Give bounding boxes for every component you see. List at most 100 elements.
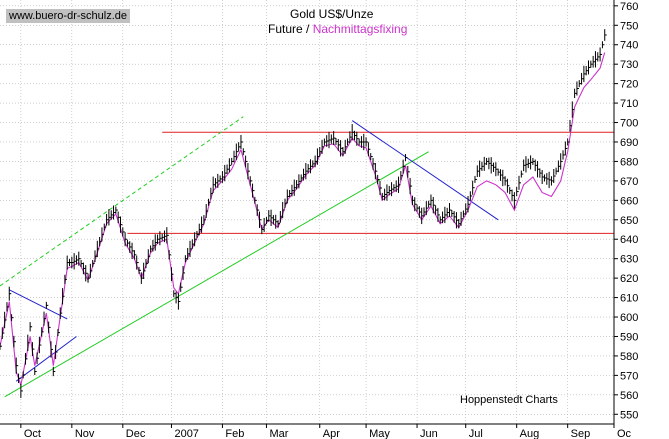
- watermark-url: www.buero-dr-schulz.de: [6, 9, 130, 23]
- ohlc-bar: [588, 60, 591, 75]
- ohlc-bar: [43, 311, 47, 326]
- y-axis-tick-labels: 550 560 570 580 590 600 610 620 630 640 650 660 670 6…: [620, 1, 638, 421]
- y-tick-label: 650: [620, 215, 638, 227]
- ohlc-bar: [136, 255, 139, 270]
- ohlc-bar: [442, 211, 445, 224]
- ohlc-bar: [571, 101, 575, 118]
- ohlc-bar: [360, 136, 364, 148]
- ohlc-bar: [458, 219, 461, 229]
- y-tick-label: 630: [620, 254, 638, 266]
- ohlc-bar: [569, 119, 572, 132]
- ohlc-bar: [92, 260, 95, 268]
- ohlc-bar: [391, 182, 394, 197]
- ohlc-bar: [198, 223, 202, 236]
- ohlc-bar: [451, 209, 454, 217]
- ohlc-bar: [300, 174, 304, 182]
- ohlc-bar: [453, 211, 457, 223]
- ohlc-bar: [516, 186, 519, 197]
- ohlc-bar: [560, 153, 563, 170]
- ohlc-bar: [108, 209, 111, 226]
- ohlc-bar: [541, 169, 545, 184]
- ohlc-bar: [472, 180, 475, 195]
- ohlc-bar: [180, 282, 183, 292]
- ohlc-bar: [423, 207, 427, 217]
- ohlc-bar: [363, 133, 366, 151]
- subtitle-fixing: Nachmittagsfixing: [312, 22, 408, 36]
- fixing-series: [0, 52, 606, 388]
- ohlc-bar: [581, 72, 584, 85]
- ohlc-bar: [599, 47, 603, 62]
- ohlc-bar: [374, 162, 378, 180]
- ohlc-bar: [319, 147, 322, 157]
- ohlc-bar: [527, 158, 531, 169]
- ohlc-bar: [342, 147, 345, 157]
- ohlc-bar: [312, 160, 315, 168]
- ohlc-bar: [115, 206, 118, 214]
- ohlc-bar: [161, 233, 165, 241]
- ohlc-bar: [444, 206, 447, 224]
- ohlc-bar: [182, 265, 186, 280]
- y-tick-label: 560: [620, 390, 638, 402]
- ohlc-bar: [409, 177, 413, 195]
- ohlc-bar: [101, 227, 104, 242]
- ohlc-bar: [20, 383, 23, 398]
- ohlc-bar: [548, 171, 552, 189]
- ohlc-bar: [6, 302, 9, 312]
- ohlc-bar: [27, 334, 30, 351]
- y-tick-label: 590: [620, 331, 638, 343]
- y-tick-label: 580: [620, 351, 638, 363]
- ohlc-bar: [187, 247, 190, 260]
- ohlc-bar: [143, 262, 146, 280]
- trend-line-downtrend: [351, 120, 499, 221]
- ohlc-bar: [191, 239, 195, 249]
- ohlc-bar: [170, 267, 174, 282]
- ohlc-bar: [110, 210, 114, 220]
- ohlc-bar: [15, 357, 19, 374]
- ohlc-bar: [421, 207, 424, 225]
- ohlc-bar: [279, 211, 283, 223]
- ohlc-bar: [259, 211, 262, 228]
- ohlc-bar: [175, 291, 179, 304]
- subtitle-future: Future /: [268, 22, 310, 36]
- ohlc-bar: [377, 174, 380, 185]
- trend-line-uptrend: [15, 336, 77, 382]
- ohlc-bar: [335, 137, 338, 145]
- ohlc-bar: [316, 148, 320, 165]
- ohlc-bar: [530, 155, 533, 170]
- y-tick-label: 660: [620, 195, 638, 207]
- ohlc-bar: [314, 155, 318, 168]
- ohlc-bar: [476, 165, 480, 177]
- ohlc-bar: [284, 198, 287, 208]
- ohlc-bar: [168, 250, 172, 260]
- x-tick-label: Aug: [520, 428, 540, 439]
- ohlc-bar: [418, 206, 422, 218]
- ohlc-bar: [365, 137, 369, 147]
- ohlc-bar: [303, 168, 306, 181]
- ohlc-bar: [129, 241, 132, 253]
- ohlc-bar: [221, 171, 225, 183]
- ohlc-bar: [291, 184, 294, 197]
- ohlc-bar: [124, 232, 128, 247]
- ohlc-bar: [428, 200, 431, 208]
- y-tick-label: 600: [620, 312, 638, 324]
- ohlc-bar: [87, 273, 91, 283]
- y-tick-label: 570: [620, 370, 638, 382]
- ohlc-bar: [455, 212, 459, 229]
- ohlc-bar: [425, 201, 429, 216]
- ohlc-bar: [465, 203, 468, 215]
- ohlc-bar: [103, 223, 107, 231]
- x-tick-label: Sep: [571, 428, 591, 439]
- ohlc-bar: [486, 157, 489, 165]
- x-tick-label: Jun: [420, 428, 438, 439]
- ohlc-bar: [226, 164, 230, 174]
- ohlc-bar: [344, 139, 348, 154]
- ohlc-bar: [321, 139, 325, 154]
- ohlc-bar: [1, 327, 5, 339]
- ohlc-bar: [4, 311, 7, 329]
- ohlc-bar: [416, 204, 420, 212]
- ohlc-bar: [474, 175, 477, 183]
- ohlc-bar: [277, 220, 281, 228]
- ohlc-bar: [525, 156, 528, 173]
- ohlc-bar: [59, 307, 63, 319]
- y-tick-label: 640: [620, 234, 638, 246]
